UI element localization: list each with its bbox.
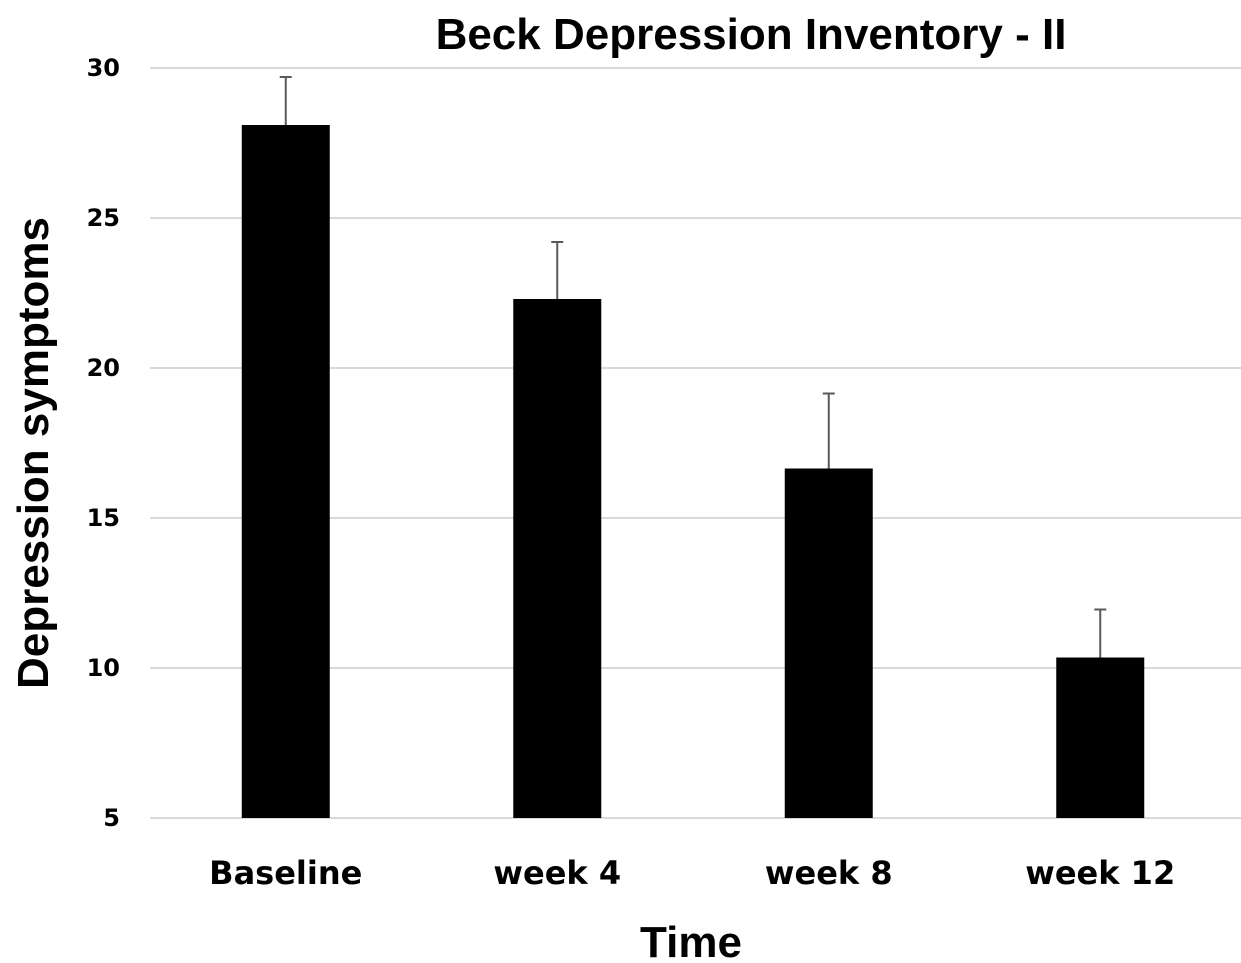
y-tick-label: 15 — [87, 504, 120, 532]
bar — [784, 468, 873, 818]
y-tick-label: 25 — [87, 204, 120, 232]
error-bars — [279, 76, 1107, 658]
y-tick-label: 30 — [87, 54, 120, 82]
chart-title: Beck Depression Inventory - II — [436, 10, 1067, 59]
error-bar — [1094, 608, 1107, 658]
y-axis-title: Depression symptoms — [9, 217, 58, 689]
error-bar — [551, 241, 564, 299]
x-axis-categories: Baseline week 4 week 8 week 12 — [209, 854, 1175, 892]
bar — [513, 299, 602, 818]
y-axis-ticks: 5 10 15 20 25 30 — [87, 54, 120, 832]
bars — [241, 125, 1145, 818]
bar — [1056, 657, 1145, 818]
y-tick-label: 20 — [87, 354, 120, 382]
x-category-label: week 12 — [1025, 854, 1175, 892]
bar — [241, 125, 330, 818]
x-category-label: week 8 — [765, 854, 893, 892]
error-bar — [279, 76, 292, 125]
error-bar — [822, 392, 835, 469]
x-axis-title: Time — [640, 918, 742, 963]
x-category-label: Baseline — [209, 854, 362, 892]
y-tick-label: 10 — [87, 654, 120, 682]
x-category-label: week 4 — [493, 854, 621, 892]
y-tick-label: 5 — [103, 804, 120, 832]
